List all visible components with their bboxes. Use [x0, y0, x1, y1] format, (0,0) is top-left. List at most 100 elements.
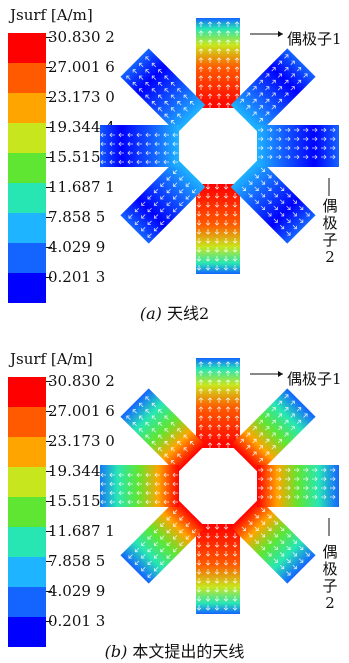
dipole2-label: 偶 极 子 2: [322, 198, 338, 266]
scale-tick: [46, 591, 52, 592]
scale-value: 7.858 5: [48, 552, 106, 570]
dipole1-label: 偶极子1: [287, 370, 342, 388]
scale-value: 4.029 9: [48, 582, 106, 600]
dipole-arm: [196, 18, 240, 108]
color-swatch: [8, 123, 46, 153]
scale-value: 27.001 6: [48, 402, 115, 420]
dipole2-char: 极: [322, 214, 338, 232]
scale-value: 11.687 1: [48, 178, 115, 196]
scale-value: 11.687 1: [48, 522, 115, 540]
panel-a: Jsurf [A/m] 30.830 2 27.001 6 23.173 0 19.3…: [0, 0, 349, 325]
scale-value: 7.858 5: [48, 208, 106, 226]
parasitic-arm: [257, 465, 339, 507]
scale-value: 19.344 4: [48, 118, 115, 136]
dipole-arm: [196, 184, 240, 274]
color-swatch: [8, 63, 46, 93]
antenna-current-plot: [100, 340, 349, 630]
scale-tick: [46, 531, 52, 532]
color-scale: [8, 33, 52, 303]
color-swatch: [8, 527, 46, 557]
color-swatch: [8, 273, 46, 303]
scale-value: 4.029 9: [48, 238, 106, 256]
antenna-svg: [100, 358, 339, 614]
antenna-svg: [100, 18, 339, 274]
color-swatch: [8, 467, 46, 497]
color-swatch: [8, 213, 46, 243]
dipole-arm: [196, 358, 240, 448]
caption-letter: (a): [139, 304, 162, 323]
scale-value: 19.344 4: [48, 462, 115, 480]
color-swatch: [8, 153, 46, 183]
center-hole: [180, 448, 256, 524]
scale-tick: [46, 37, 52, 38]
color-swatch: [8, 407, 46, 437]
arrow-icon: [278, 31, 283, 37]
color-swatch: [8, 617, 46, 647]
dipole2-char: 偶: [322, 543, 338, 561]
caption: (a) 天线2: [0, 300, 349, 324]
panel-b: Jsurf [A/m] 30.830 2 27.001 6 23.173 0 19.3…: [0, 336, 349, 663]
dipole1-label: 偶极子1: [287, 30, 342, 48]
color-swatch: [8, 587, 46, 617]
scale-tick: [46, 621, 52, 622]
caption: (b) 本文提出的天线: [0, 638, 349, 662]
scale-tick: [46, 157, 52, 158]
color-swatch: [8, 183, 46, 213]
caption-text: 本文提出的天线: [132, 642, 245, 661]
scale-tick: [46, 277, 52, 278]
scale-tick: [46, 67, 52, 68]
caption-letter: (b): [104, 642, 128, 661]
color-swatch: [8, 33, 46, 63]
scale-value: 27.001 6: [48, 58, 115, 76]
scale-tick: [46, 561, 52, 562]
color-scale: [8, 377, 52, 647]
scale-value: 23.173 0: [48, 88, 115, 106]
parasitic-arm: [120, 498, 206, 584]
parasitic-arm: [230, 388, 316, 474]
scale-value: 30.830 2: [48, 372, 115, 390]
scale-tick: [46, 217, 52, 218]
scale-tick: [46, 501, 52, 502]
parasitic-arm: [120, 388, 206, 474]
scale-tick: [46, 247, 52, 248]
scale-value: 30.830 2: [48, 28, 115, 46]
dipole2-char: 2: [325, 594, 335, 612]
dipole2-char: 极: [322, 560, 338, 578]
scale-labels: 30.830 2 27.001 6 23.173 0 19.344 4 15.515 7…: [48, 372, 118, 629]
scale-tick: [46, 441, 52, 442]
parasitic-arm: [100, 125, 179, 167]
legend-title: Jsurf [A/m]: [10, 6, 93, 24]
scale-value: 15.515 7: [48, 148, 115, 166]
dipole2-char: 子: [322, 231, 338, 249]
color-swatch: [8, 377, 46, 407]
color-swatch: [8, 243, 46, 273]
scale-tick: [46, 411, 52, 412]
scale-tick: [46, 381, 52, 382]
dipole2-char: 2: [325, 248, 335, 266]
scale-labels: 30.830 2 27.001 6 23.173 0 19.344 4 15.515 7…: [48, 28, 118, 285]
color-swatch: [8, 437, 46, 467]
parasitic-arm: [257, 125, 339, 167]
color-swatch: [8, 557, 46, 587]
arrow-icon: [278, 371, 283, 377]
scale-value: 0.201 3: [48, 268, 106, 286]
parasitic-arm: [100, 465, 179, 507]
parasitic-arm: [120, 158, 206, 244]
dipole2-label: 偶 极 子 2: [322, 544, 338, 612]
parasitic-arm: [120, 48, 206, 134]
scale-value: 23.173 0: [48, 432, 115, 450]
parasitic-arm: [230, 158, 316, 244]
center-hole: [180, 108, 256, 184]
antenna-current-plot: [100, 0, 349, 290]
scale-tick: [46, 187, 52, 188]
color-swatch: [8, 93, 46, 123]
scale-tick: [46, 127, 52, 128]
dipole2-char: 子: [322, 577, 338, 595]
parasitic-arm: [230, 498, 316, 584]
dipole2-char: 偶: [322, 197, 338, 215]
dipole-arm: [196, 524, 240, 614]
caption-text: 天线2: [166, 304, 210, 323]
scale-value: 0.201 3: [48, 612, 106, 630]
legend-title: Jsurf [A/m]: [10, 350, 93, 368]
color-swatch: [8, 497, 46, 527]
